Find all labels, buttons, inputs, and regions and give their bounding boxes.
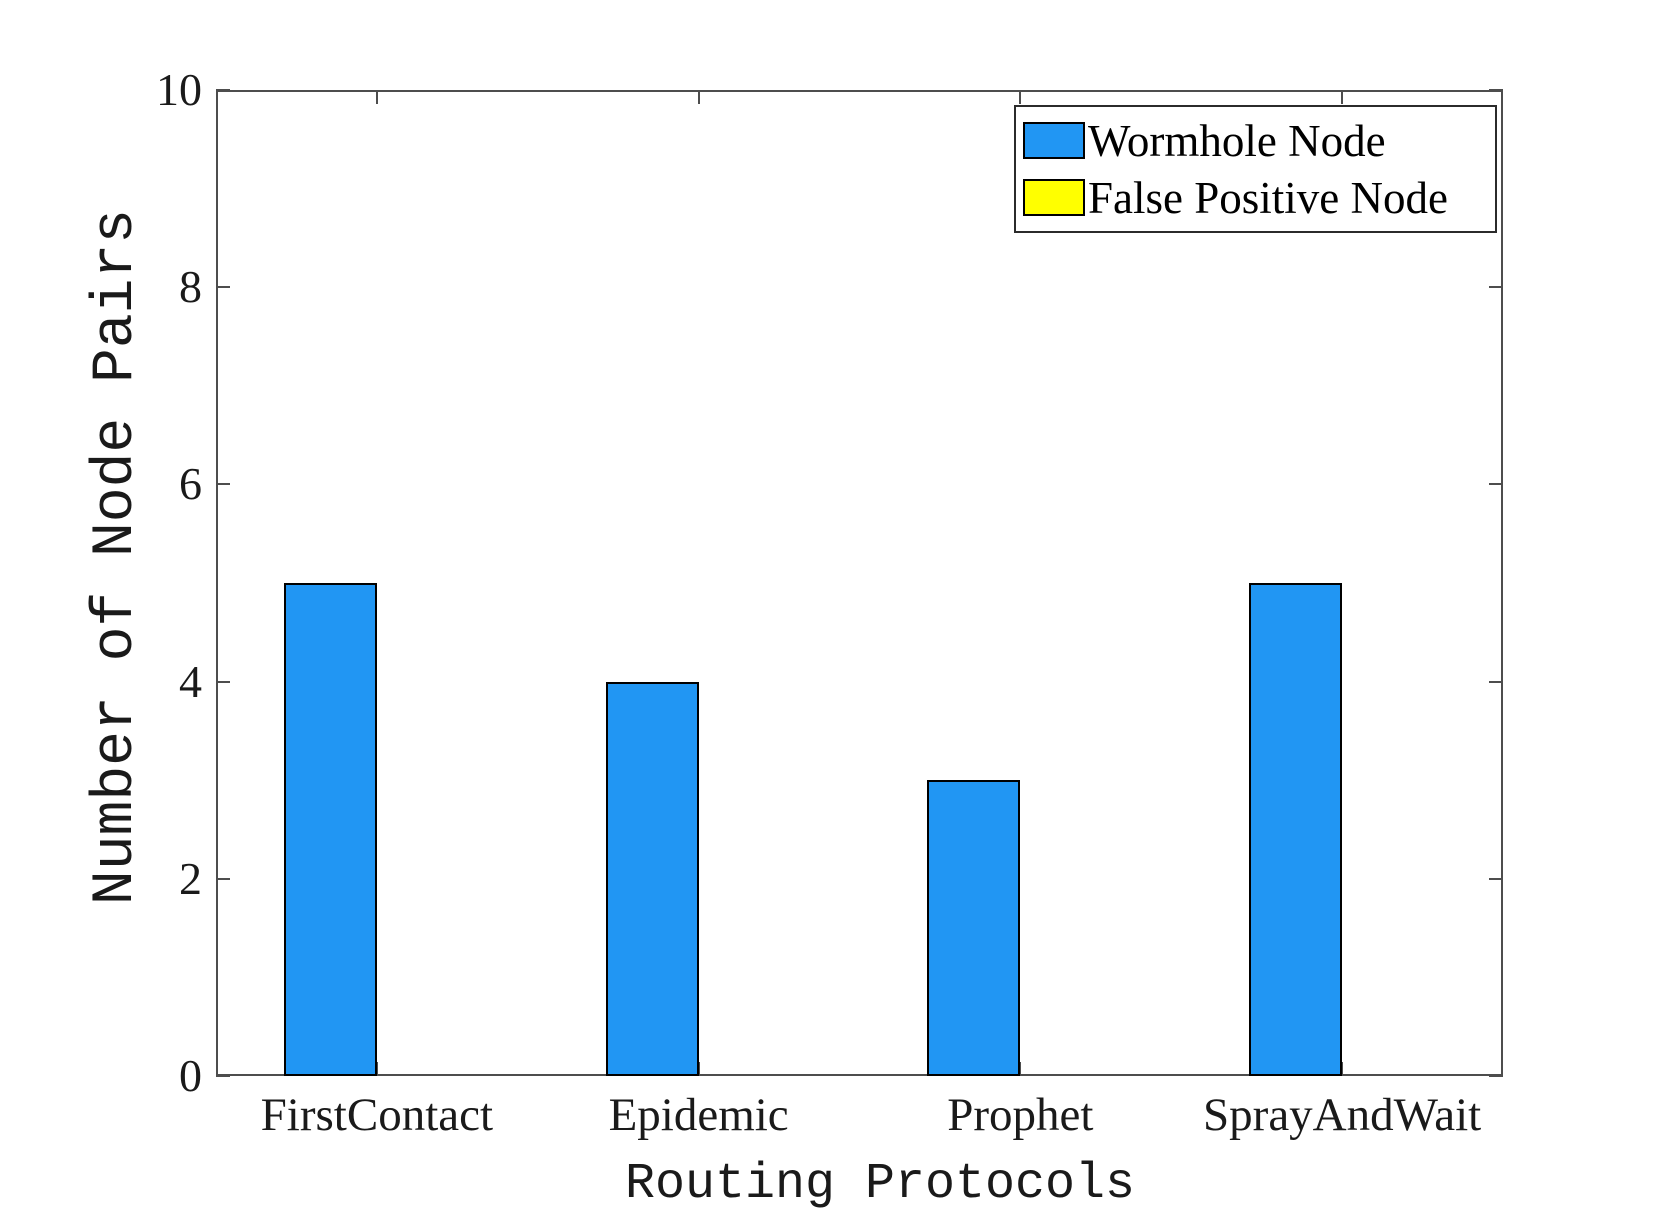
x-tick-top bbox=[1341, 90, 1344, 104]
y-tick-label: 2 bbox=[179, 852, 202, 904]
y-tick-right bbox=[1489, 1075, 1503, 1077]
y-tick-left bbox=[216, 877, 230, 880]
y-tick-right bbox=[1489, 286, 1503, 289]
x-tick-bottom bbox=[697, 1062, 700, 1076]
y-tick-label: 0 bbox=[179, 1050, 202, 1101]
x-tick-top bbox=[375, 90, 378, 104]
legend-swatch-icon bbox=[1023, 179, 1085, 216]
y-tick-right bbox=[1489, 89, 1503, 91]
y-tick-right bbox=[1489, 483, 1503, 486]
y-tick-label: 4 bbox=[179, 655, 202, 707]
x-tick-bottom bbox=[375, 1062, 378, 1076]
x-tick-bottom bbox=[1341, 1062, 1344, 1076]
y-tick-left bbox=[216, 286, 230, 289]
bar-wormhole-node-epidemic bbox=[605, 681, 699, 1076]
legend-item-wormhole-node: Wormhole Node bbox=[1023, 115, 1495, 167]
legend-item-false-positive-node: False Positive Node bbox=[1023, 172, 1495, 224]
legend-swatch-icon bbox=[1023, 122, 1085, 159]
legend-label: Wormhole Node bbox=[1088, 115, 1386, 166]
y-tick-left bbox=[216, 1075, 230, 1077]
x-tick-label-prophet: Prophet bbox=[947, 1089, 1094, 1141]
y-tick-left bbox=[216, 89, 230, 91]
bar-wormhole-node-prophet bbox=[927, 780, 1021, 1076]
x-tick-bottom bbox=[1019, 1062, 1022, 1076]
y-tick-label: 8 bbox=[179, 261, 202, 313]
y-tick-label: 10 bbox=[156, 64, 202, 115]
y-tick-left bbox=[216, 483, 230, 486]
y-tick-left bbox=[216, 680, 230, 683]
x-tick-label-epidemic: Epidemic bbox=[608, 1089, 789, 1141]
y-tick-right bbox=[1489, 877, 1503, 880]
x-tick-top bbox=[1019, 90, 1022, 104]
bar-wormhole-node-sprayandwait bbox=[1249, 583, 1343, 1076]
y-tick-right bbox=[1489, 680, 1503, 683]
x-tick-label-firstcontact: FirstContact bbox=[260, 1089, 494, 1141]
x-tick-label-sprayandwait: SprayAndWait bbox=[1203, 1089, 1482, 1141]
bar-wormhole-node-firstcontact bbox=[283, 583, 377, 1076]
legend-label: False Positive Node bbox=[1088, 172, 1448, 223]
x-axis-label: Routing Protocols bbox=[624, 1156, 1136, 1213]
x-tick-top bbox=[697, 90, 700, 104]
legend: Wormhole Node False Positive Node bbox=[1014, 105, 1497, 233]
y-tick-label: 6 bbox=[179, 458, 202, 510]
